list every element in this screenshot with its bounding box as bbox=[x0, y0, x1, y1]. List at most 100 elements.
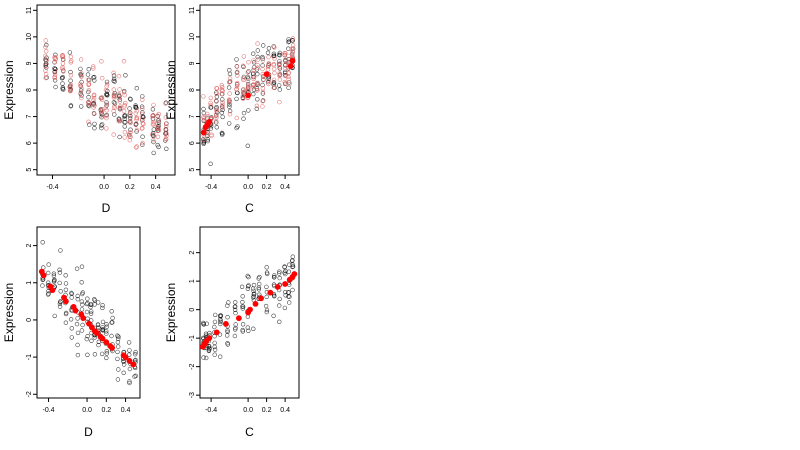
fitted-point bbox=[267, 289, 274, 296]
data-point bbox=[91, 66, 96, 71]
data-point bbox=[220, 132, 225, 137]
data-point bbox=[68, 88, 73, 94]
data-point bbox=[52, 68, 58, 74]
data-point bbox=[79, 280, 84, 285]
data-point bbox=[201, 106, 206, 112]
data-point bbox=[117, 99, 123, 104]
data-point bbox=[69, 335, 75, 340]
data-point bbox=[85, 296, 90, 301]
data-point bbox=[251, 326, 256, 331]
data-point bbox=[218, 354, 223, 359]
data-point bbox=[117, 106, 123, 111]
data-point bbox=[250, 82, 256, 88]
data-point bbox=[265, 67, 271, 72]
data-point bbox=[201, 117, 207, 123]
data-point bbox=[255, 71, 260, 77]
data-point bbox=[254, 103, 260, 109]
data-point bbox=[134, 108, 140, 114]
data-point bbox=[104, 115, 109, 121]
data-point bbox=[44, 58, 49, 63]
data-point bbox=[290, 287, 295, 293]
data-point bbox=[255, 48, 260, 53]
panel-top-left: -0.4 0.0 0.2 0.4 5 6 7 8 9 10 11 D Expression bbox=[2, 4, 176, 215]
data-point bbox=[277, 72, 283, 78]
data-point bbox=[133, 373, 139, 378]
data-point bbox=[260, 86, 265, 91]
data-point bbox=[226, 300, 231, 305]
data-point bbox=[110, 315, 115, 321]
data-point bbox=[122, 113, 128, 118]
data-point bbox=[232, 307, 238, 312]
data-point bbox=[208, 105, 213, 110]
fitted-point bbox=[63, 298, 69, 305]
data-point bbox=[117, 104, 123, 109]
data-point bbox=[241, 89, 247, 94]
x-tick-label: 0.2 bbox=[262, 407, 272, 414]
fitted-point bbox=[274, 283, 281, 290]
data-point bbox=[78, 88, 84, 93]
data-point bbox=[282, 305, 288, 311]
fitted-point bbox=[222, 320, 229, 327]
data-point bbox=[235, 80, 240, 86]
data-point bbox=[283, 271, 288, 277]
data-point bbox=[99, 106, 105, 112]
data-point bbox=[234, 115, 240, 121]
data-point bbox=[277, 319, 282, 324]
data-point bbox=[201, 322, 207, 327]
data-point bbox=[204, 321, 209, 326]
data-point bbox=[140, 97, 145, 103]
x-tick-label: 0.0 bbox=[99, 184, 109, 191]
data-point bbox=[79, 307, 85, 312]
data-point bbox=[241, 54, 247, 59]
y-tick-label: 10 bbox=[26, 33, 33, 41]
data-point bbox=[85, 352, 90, 357]
data-point bbox=[245, 143, 251, 149]
fitted-point bbox=[200, 129, 207, 136]
data-point bbox=[264, 309, 269, 315]
y-tick-label: -2 bbox=[189, 363, 196, 369]
data-point bbox=[103, 87, 109, 93]
data-point bbox=[60, 74, 65, 80]
data-point bbox=[250, 295, 256, 300]
data-point bbox=[104, 351, 110, 356]
data-point bbox=[286, 39, 291, 45]
x-tick-label: 0.4 bbox=[280, 184, 290, 191]
data-point bbox=[99, 113, 104, 118]
data-point bbox=[92, 111, 97, 117]
data-point bbox=[235, 73, 240, 78]
data-point bbox=[227, 67, 232, 73]
data-point bbox=[251, 76, 256, 82]
data-point bbox=[127, 110, 133, 115]
data-point bbox=[255, 97, 260, 102]
data-point bbox=[68, 103, 74, 108]
data-point bbox=[206, 348, 212, 353]
data-point bbox=[67, 50, 73, 55]
data-point bbox=[205, 111, 210, 117]
data-point bbox=[52, 66, 58, 72]
fitted-point bbox=[126, 357, 133, 364]
data-point bbox=[127, 112, 132, 117]
data-point bbox=[111, 76, 117, 82]
data-point bbox=[63, 281, 69, 286]
data-point bbox=[240, 322, 246, 327]
data-point bbox=[121, 370, 126, 375]
data-point bbox=[286, 85, 291, 90]
data-point bbox=[68, 69, 73, 75]
data-point bbox=[112, 105, 117, 111]
data-point bbox=[255, 54, 260, 60]
data-point bbox=[290, 38, 295, 43]
data-point bbox=[134, 144, 140, 149]
data-point bbox=[150, 107, 156, 112]
data-point bbox=[233, 325, 238, 331]
data-point bbox=[225, 303, 230, 308]
data-point bbox=[214, 107, 219, 113]
data-point bbox=[235, 124, 240, 129]
data-point bbox=[99, 125, 104, 131]
data-point bbox=[234, 57, 239, 62]
data-point bbox=[104, 101, 110, 107]
data-point bbox=[286, 269, 291, 274]
data-point bbox=[60, 65, 65, 70]
fitted-point bbox=[258, 295, 264, 302]
data-point bbox=[53, 84, 58, 90]
data-point bbox=[80, 322, 85, 328]
